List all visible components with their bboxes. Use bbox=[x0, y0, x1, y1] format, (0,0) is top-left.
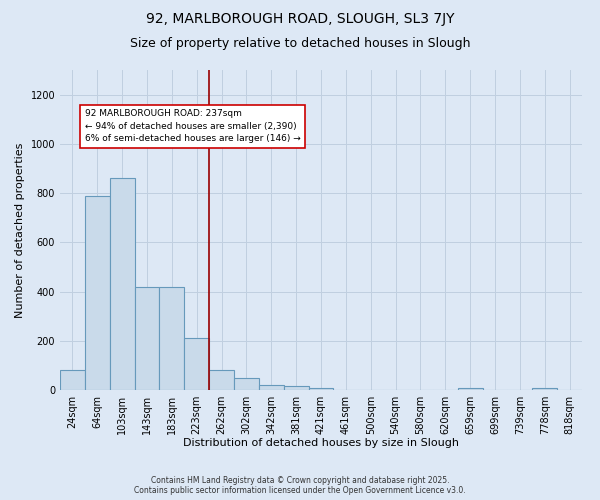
Bar bbox=[284, 386, 308, 390]
Bar bbox=[160, 286, 184, 390]
X-axis label: Distribution of detached houses by size in Slough: Distribution of detached houses by size … bbox=[183, 438, 459, 448]
Text: 92 MARLBOROUGH ROAD: 237sqm
← 94% of detached houses are smaller (2,390)
6% of s: 92 MARLBOROUGH ROAD: 237sqm ← 94% of det… bbox=[85, 110, 301, 144]
Bar bbox=[134, 286, 160, 390]
Y-axis label: Number of detached properties: Number of detached properties bbox=[15, 142, 25, 318]
Text: 92, MARLBOROUGH ROAD, SLOUGH, SL3 7JY: 92, MARLBOROUGH ROAD, SLOUGH, SL3 7JY bbox=[146, 12, 454, 26]
Bar bbox=[209, 370, 234, 390]
Bar bbox=[308, 388, 334, 390]
Bar bbox=[184, 338, 209, 390]
Bar bbox=[259, 385, 284, 390]
Bar bbox=[532, 388, 557, 390]
Bar bbox=[85, 196, 110, 390]
Bar bbox=[110, 178, 134, 390]
Bar bbox=[234, 378, 259, 390]
Text: Contains HM Land Registry data © Crown copyright and database right 2025.
Contai: Contains HM Land Registry data © Crown c… bbox=[134, 476, 466, 495]
Bar bbox=[458, 388, 482, 390]
Text: Size of property relative to detached houses in Slough: Size of property relative to detached ho… bbox=[130, 38, 470, 51]
Bar bbox=[60, 370, 85, 390]
